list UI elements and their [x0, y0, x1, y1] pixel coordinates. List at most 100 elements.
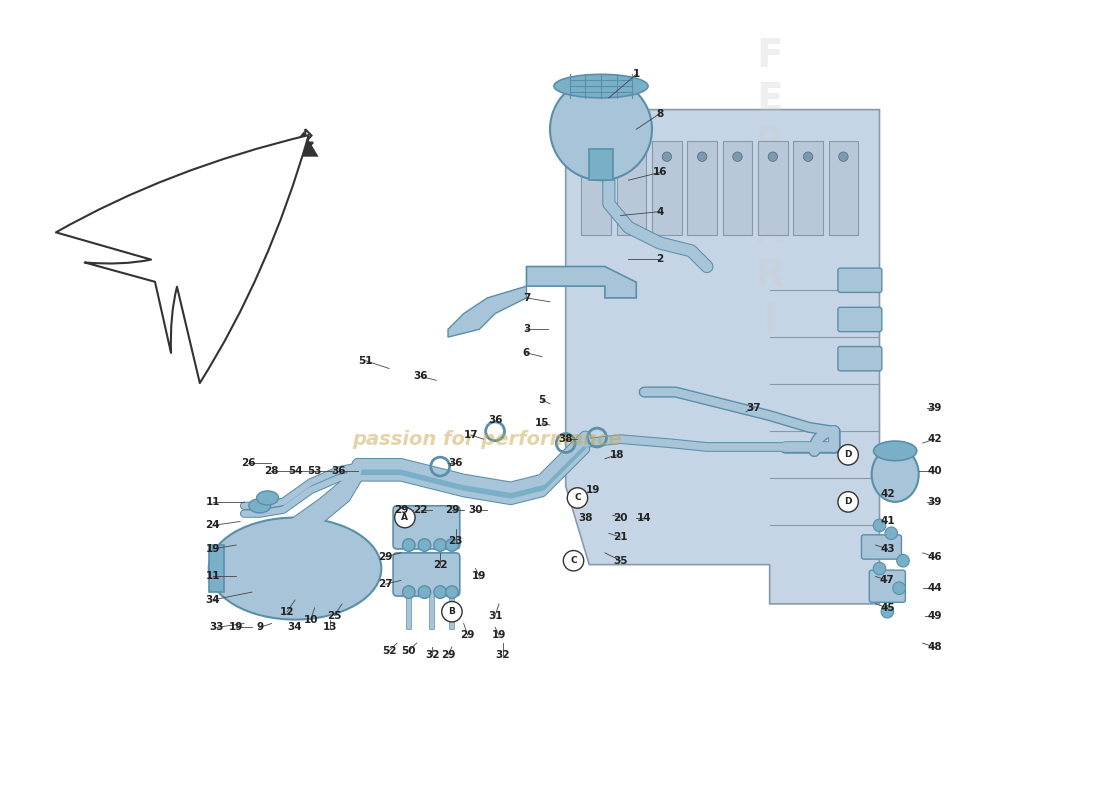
Text: F
E
R
R
A
R
I: F E R R A R I [755, 37, 784, 339]
Text: 25: 25 [327, 610, 341, 621]
Text: 38: 38 [579, 513, 593, 522]
Text: 29: 29 [394, 505, 408, 514]
Text: 10: 10 [304, 614, 318, 625]
Text: 1: 1 [632, 70, 640, 79]
Text: 33: 33 [209, 622, 223, 633]
Text: 28: 28 [264, 466, 278, 475]
Text: 16: 16 [652, 167, 667, 178]
Text: 49: 49 [927, 610, 942, 621]
Text: 36: 36 [414, 371, 428, 382]
Bar [590, 149, 613, 180]
FancyBboxPatch shape [838, 346, 882, 371]
Text: 6: 6 [522, 348, 530, 358]
Text: 40: 40 [927, 466, 942, 475]
Circle shape [838, 445, 858, 465]
Bar [209, 545, 224, 592]
Ellipse shape [873, 441, 916, 461]
PathPatch shape [527, 266, 636, 298]
Text: 19: 19 [492, 630, 506, 640]
Circle shape [768, 152, 778, 162]
Circle shape [568, 488, 587, 508]
Text: 11: 11 [206, 571, 220, 582]
Circle shape [592, 152, 601, 162]
Circle shape [697, 152, 707, 162]
Circle shape [563, 550, 584, 571]
Text: C: C [574, 494, 581, 502]
Bar [828, 141, 858, 235]
Circle shape [395, 507, 415, 528]
Circle shape [733, 152, 742, 162]
Text: 53: 53 [307, 466, 322, 475]
Ellipse shape [249, 498, 271, 513]
Text: 15: 15 [535, 418, 549, 429]
Ellipse shape [554, 74, 648, 98]
Circle shape [873, 562, 886, 575]
Bar [652, 141, 682, 235]
Circle shape [403, 538, 415, 551]
Text: 41: 41 [880, 517, 894, 526]
Text: 29: 29 [378, 552, 393, 562]
Text: 47: 47 [880, 575, 894, 586]
Text: 34: 34 [288, 622, 302, 633]
Text: 21: 21 [614, 532, 628, 542]
Text: 3: 3 [522, 324, 530, 334]
Text: 46: 46 [927, 552, 942, 562]
Text: 7: 7 [522, 293, 530, 303]
Bar [723, 141, 752, 235]
Text: 19: 19 [586, 485, 601, 495]
Text: 34: 34 [206, 595, 220, 605]
Bar [793, 141, 823, 235]
Text: 27: 27 [378, 579, 393, 590]
Text: 18: 18 [609, 450, 624, 460]
Circle shape [881, 606, 893, 618]
Text: 50: 50 [402, 646, 416, 656]
Circle shape [627, 152, 636, 162]
Circle shape [803, 152, 813, 162]
Circle shape [893, 582, 905, 594]
Text: 26: 26 [241, 458, 255, 468]
Circle shape [873, 519, 886, 532]
FancyBboxPatch shape [838, 307, 882, 332]
Text: 45: 45 [880, 602, 894, 613]
Text: 51: 51 [359, 356, 373, 366]
Text: 42: 42 [880, 489, 894, 499]
Circle shape [446, 538, 459, 551]
Text: B: B [449, 607, 455, 616]
FancyBboxPatch shape [869, 570, 905, 602]
Text: 22: 22 [433, 560, 448, 570]
FancyBboxPatch shape [861, 535, 902, 559]
Text: 36: 36 [487, 414, 503, 425]
Circle shape [838, 492, 858, 512]
Text: 31: 31 [487, 610, 503, 621]
Text: C: C [570, 556, 576, 566]
Polygon shape [284, 131, 319, 157]
Text: 52: 52 [382, 646, 396, 656]
Text: 48: 48 [927, 642, 942, 652]
Text: 44: 44 [927, 583, 942, 593]
Text: 37: 37 [747, 402, 761, 413]
Circle shape [418, 586, 431, 598]
Circle shape [896, 554, 910, 567]
Text: 23: 23 [449, 536, 463, 546]
Text: 22: 22 [414, 505, 428, 514]
Bar [582, 141, 612, 235]
Ellipse shape [871, 447, 918, 502]
PathPatch shape [224, 130, 314, 213]
PathPatch shape [565, 110, 880, 604]
Text: 36: 36 [449, 458, 463, 468]
Circle shape [442, 602, 462, 622]
Text: 19: 19 [229, 622, 243, 633]
Text: 17: 17 [464, 430, 478, 440]
Text: 2: 2 [657, 254, 663, 264]
Bar [758, 141, 788, 235]
Text: 35: 35 [614, 556, 628, 566]
Text: 14: 14 [637, 513, 651, 522]
Text: 54: 54 [288, 466, 302, 475]
Circle shape [550, 78, 652, 180]
Text: D: D [845, 498, 851, 506]
FancyBboxPatch shape [393, 553, 460, 596]
Ellipse shape [256, 491, 278, 505]
Circle shape [446, 586, 459, 598]
Text: 32: 32 [425, 650, 440, 660]
Text: 30: 30 [469, 505, 483, 514]
